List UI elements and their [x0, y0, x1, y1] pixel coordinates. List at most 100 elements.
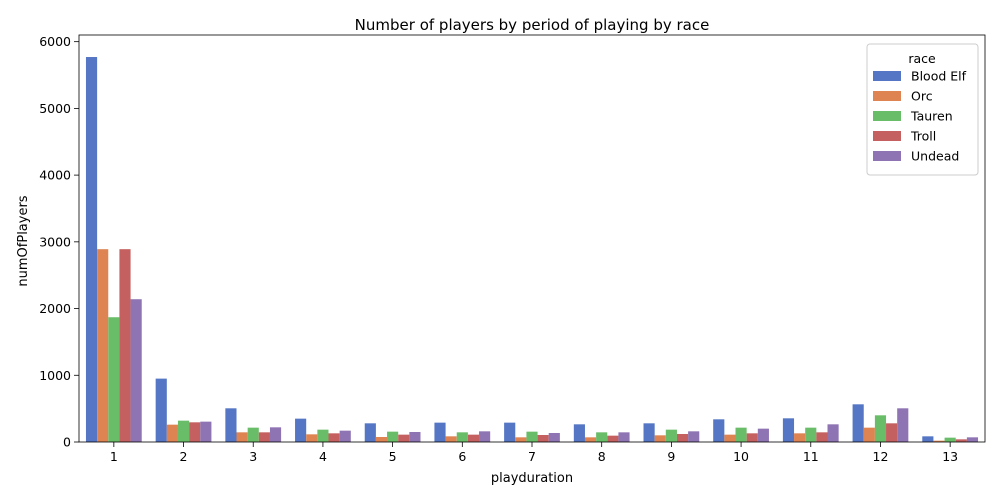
- y-tick-label: 2000: [39, 301, 71, 316]
- bar: [782, 418, 795, 442]
- bar: [676, 433, 689, 442]
- bar: [643, 423, 655, 442]
- bar: [827, 424, 839, 442]
- bar: [364, 423, 376, 442]
- bar: [537, 434, 549, 442]
- bar: [247, 427, 259, 442]
- y-tick-label: 4000: [39, 168, 71, 183]
- bar: [944, 437, 956, 442]
- bar: [306, 434, 318, 442]
- bar: [155, 378, 167, 442]
- bar: [200, 421, 212, 442]
- bar: [269, 427, 282, 442]
- x-tick-label: 2: [180, 449, 188, 464]
- y-axis-label: numOfPlayers: [16, 195, 31, 286]
- y-tick-label: 1000: [39, 368, 71, 383]
- bar: [97, 249, 109, 442]
- x-tick-label: 13: [942, 449, 958, 464]
- bar: [933, 440, 945, 442]
- legend-label: Blood Elf: [911, 69, 967, 84]
- bar: [189, 422, 201, 442]
- x-tick-label: 7: [528, 449, 536, 464]
- legend-title: race: [908, 51, 936, 66]
- bar: [434, 422, 446, 442]
- bar: [874, 415, 887, 442]
- bar: [456, 432, 468, 442]
- bar: [409, 431, 421, 442]
- chart-title: Number of players by period of playing b…: [355, 16, 710, 34]
- bar: [130, 299, 142, 442]
- legend-swatch: [873, 71, 901, 81]
- bar: [515, 437, 527, 442]
- bar: [258, 432, 270, 442]
- x-tick-label: 8: [598, 449, 606, 464]
- legend-swatch: [873, 111, 901, 121]
- bar: [724, 434, 736, 442]
- bar: [757, 428, 769, 442]
- bar: [816, 432, 828, 442]
- legend-label: Orc: [911, 89, 933, 104]
- x-tick-label: 1: [110, 449, 118, 464]
- bar: [225, 408, 237, 442]
- legend: race Blood Elf Orc Tauren Troll Undead: [866, 43, 979, 176]
- x-tick-label: 3: [249, 449, 257, 464]
- bar: [85, 57, 98, 442]
- x-tick-label: 9: [667, 449, 675, 464]
- bar: [398, 434, 410, 442]
- y-tick-label: 0: [63, 435, 71, 450]
- bar: [317, 429, 329, 442]
- bar: [897, 408, 909, 442]
- x-tick-label: 4: [319, 449, 327, 464]
- bar: [665, 429, 677, 442]
- y-tick-label: 5000: [39, 101, 71, 116]
- legend-swatch: [873, 131, 901, 141]
- bar: [863, 427, 875, 442]
- bar: [886, 423, 898, 442]
- bar: [467, 434, 480, 442]
- bar: [387, 431, 399, 442]
- bar: [922, 436, 934, 442]
- bar: [177, 420, 190, 442]
- x-tick-label: 5: [389, 449, 397, 464]
- bar: [966, 437, 979, 442]
- bar: [328, 433, 340, 442]
- x-tick-label: 6: [458, 449, 466, 464]
- x-tick-label: 11: [803, 449, 819, 464]
- x-tick-label: 12: [873, 449, 889, 464]
- legend-swatch: [873, 151, 901, 161]
- bar: [526, 431, 538, 442]
- bar: [166, 424, 178, 442]
- legend-label: Tauren: [910, 109, 953, 124]
- bar: [584, 437, 597, 442]
- bar: [852, 404, 864, 442]
- bar: [688, 431, 700, 442]
- bar: [746, 433, 758, 442]
- bar: [573, 424, 585, 442]
- bar: [548, 432, 560, 442]
- y-tick-label: 3000: [39, 234, 71, 249]
- bar: [607, 435, 619, 442]
- x-tick-label: 10: [733, 449, 749, 464]
- legend-label: Undead: [911, 149, 959, 164]
- bar: [108, 317, 120, 442]
- plot-frame: [78, 34, 986, 443]
- bar: [805, 427, 817, 442]
- bar: [479, 431, 491, 442]
- bar: [119, 249, 131, 442]
- legend-swatch: [873, 91, 901, 101]
- bar: [654, 435, 666, 442]
- bar: [735, 427, 747, 442]
- bar: [339, 430, 351, 442]
- legend-label: Troll: [910, 129, 936, 144]
- y-tick-label: 6000: [39, 34, 71, 49]
- bar: [618, 432, 630, 442]
- bar: [375, 436, 388, 442]
- bar: [955, 439, 967, 442]
- bar: [236, 432, 248, 442]
- bar: [794, 433, 806, 442]
- bar: [713, 419, 725, 442]
- bar: [445, 436, 457, 442]
- x-axis-label: playduration: [491, 471, 573, 486]
